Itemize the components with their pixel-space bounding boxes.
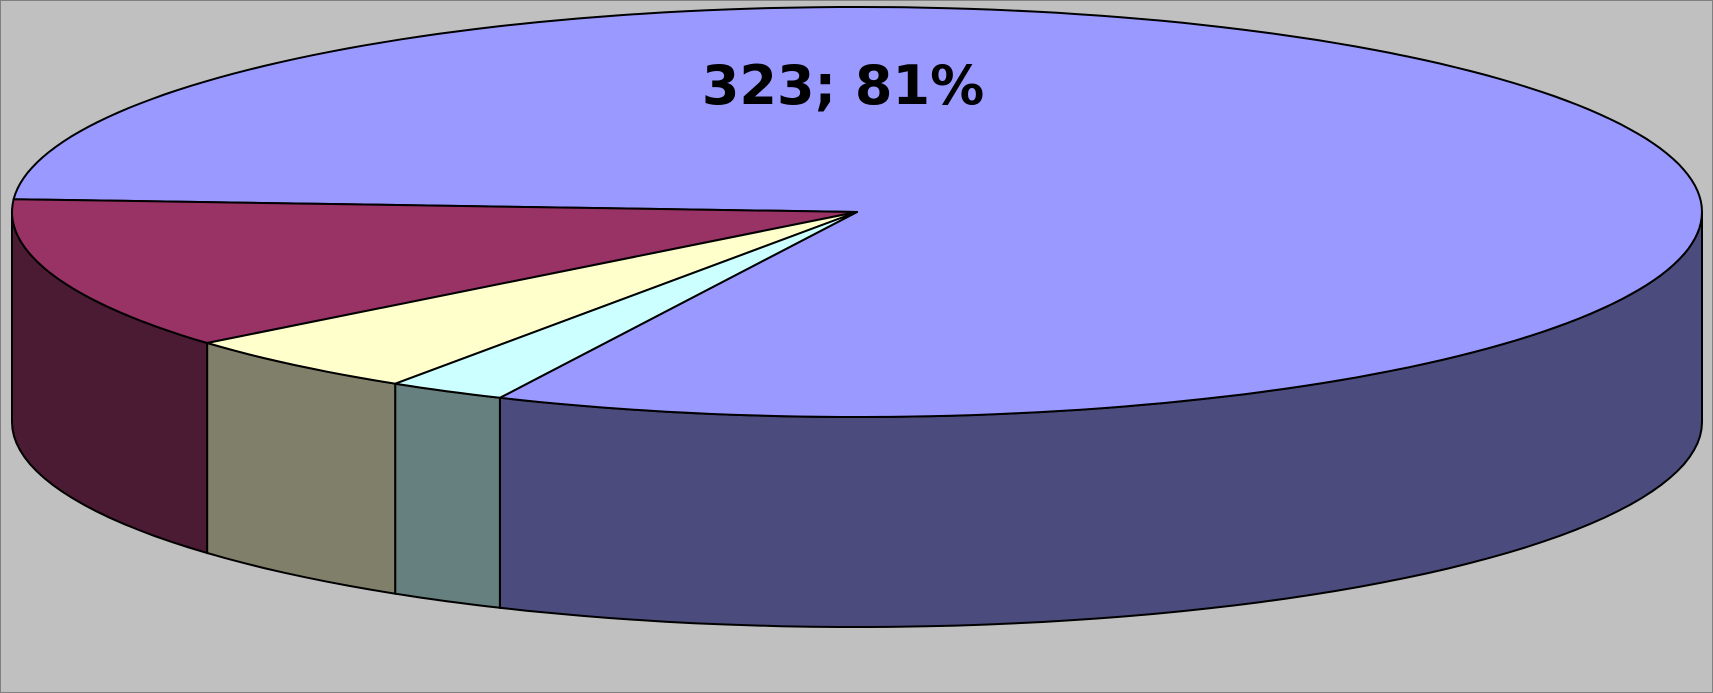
pie-slice-2 <box>11 198 858 344</box>
pie-sides <box>11 211 1703 628</box>
data-label-slice-1: 323; 81% <box>702 54 984 117</box>
pie-slice-3 <box>206 211 858 385</box>
pie-slice-4 <box>394 211 858 399</box>
pie-tops <box>11 6 1703 418</box>
pie-side-slice-3 <box>206 341 397 595</box>
pie-side-slice-4 <box>394 382 501 609</box>
pie-labels: 323; 81% <box>702 54 984 117</box>
